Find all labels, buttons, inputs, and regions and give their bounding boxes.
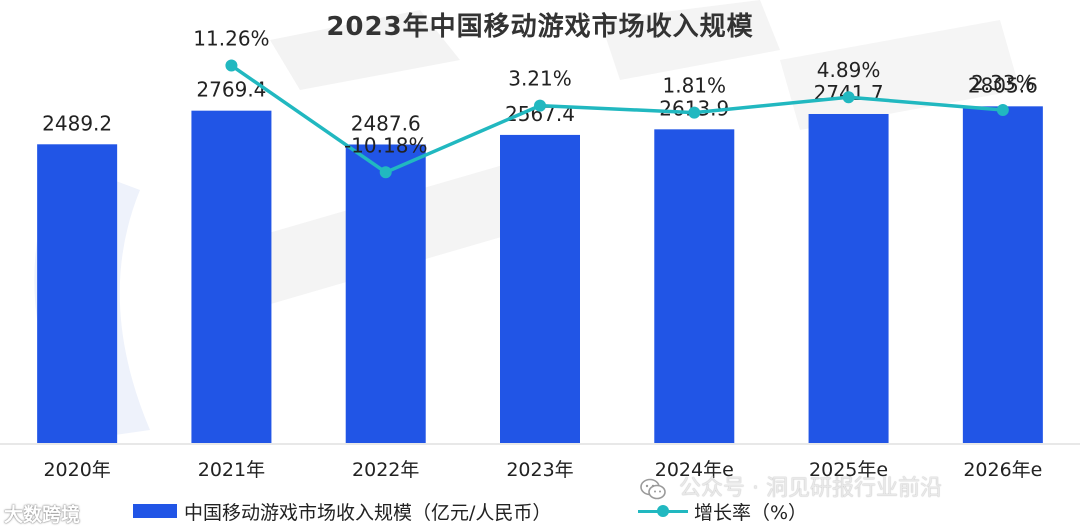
watermark-left-text: 大数跨境 [4,504,81,526]
x-tick-label: 2021年 [198,459,265,481]
watermark-left: 大数跨境 [4,500,80,527]
legend-line-label: 增长率（%） [694,502,808,524]
chart-title: 2023年中国移动游戏市场收入规模 [326,12,754,42]
growth-rate-label: 3.21% [508,67,572,91]
growth-rate-label: 4.89% [817,58,881,82]
growth-rate-line [230,64,1004,175]
growth-rate-label: 1.81% [663,74,727,98]
wechat-icon [640,478,666,500]
watermark-right: 公众号 · 洞见研报行业前沿 [640,470,942,502]
bar-6 [808,113,889,443]
bar-7 [962,106,1043,443]
bar-3 [345,144,426,443]
growth-rate-point [379,166,392,179]
x-tick-label: 2025年e [809,459,888,481]
bar-1 [37,144,118,443]
watermark-right-text: 公众号 · 洞见研报行业前沿 [679,476,942,501]
bar-2 [191,110,272,443]
x-tick-label: 2024年e [655,459,734,481]
bar-value-label: 2489.2 [42,111,112,135]
bar-value-label: 2487.6 [351,111,421,135]
legend-bar-label: 中国移动游戏市场收入规模（亿元/人民币） [184,502,552,524]
bar-value-label: 2805.6 [968,73,1038,97]
x-tick-label: 2023年 [506,459,573,481]
growth-rate-point [996,103,1009,116]
legend: 中国移动游戏市场收入规模（亿元/人民币） 增长率（%） [0,496,1080,526]
growth-rate-point [688,106,701,119]
growth-rate-point [534,99,546,112]
legend-bar-swatch [133,504,177,518]
legend-line-dot [657,505,669,517]
bar-5 [654,129,735,443]
bar-4 [500,134,580,444]
x-tick-label: 2022年 [352,459,419,481]
growth-rate-label: 2.33% [971,71,1035,95]
growth-rate-label: 11.26% [193,27,269,51]
growth-rate-label: -10.18% [344,133,427,157]
growth-rate-point [225,59,238,72]
x-tick-label: 2020年 [43,459,110,481]
x-tick-label: 2026年e [963,459,1042,481]
growth-rate-point [842,91,855,104]
